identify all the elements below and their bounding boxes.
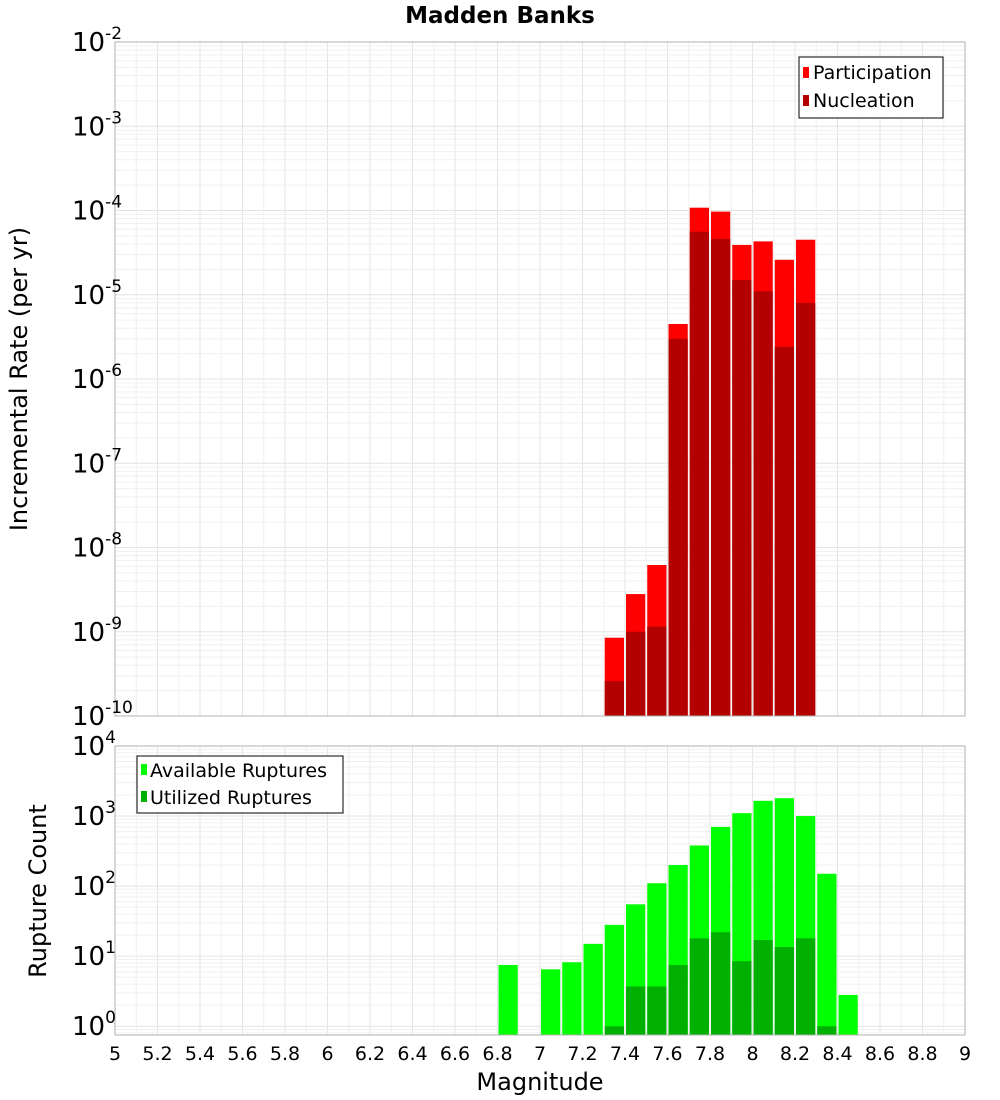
x-tick-label: 7.4 [610,1043,640,1065]
legend-label-available: Available Ruptures [150,760,327,782]
bar-available-ruptures [838,994,858,1035]
bar-nucleation [647,626,667,716]
chart-title: Madden Banks [405,3,595,29]
x-tick-label: 8.2 [780,1043,810,1065]
bar-utilized-ruptures [774,947,794,1035]
x-tick-label: 7 [534,1043,546,1065]
bar-utilized-ruptures [668,964,688,1035]
legend-label-nucleation: Nucleation [813,90,915,112]
y-tick-label: 104 [72,728,116,762]
top-plot-frame [114,41,966,717]
x-tick-label: 5.8 [270,1043,300,1065]
top-legend-box [798,56,944,119]
top-panel: 10-10 10-9 10-8 10-7 10-6 10-5 10-4 10-3 10-2 In… [5,24,966,732]
bar-utilized-ruptures [604,1026,624,1035]
bar-utilized-ruptures [796,938,816,1035]
bar-available-ruptures [562,962,582,1035]
top-bars [604,207,816,717]
bottom-y-axis-label: Rupture Count [24,804,52,978]
bar-nucleation [604,681,624,716]
y-tick-label: 10-7 [72,445,122,479]
bar-nucleation [668,338,688,716]
bar-nucleation [796,302,816,716]
y-tick-label: 100 [72,1008,116,1042]
legend-swatch-available [141,764,147,775]
bar-nucleation [732,279,752,716]
x-ticks: 5 5.2 5.4 5.6 5.8 6 6.2 6.4 6.6 6.8 7 7.2 7.4 7.6 7.8 8… [109,1043,971,1065]
bottom-legend-box [136,755,344,814]
y-tick-label: 10-3 [72,108,122,142]
bar-available-ruptures [498,964,518,1035]
bar-available-ruptures [583,943,603,1035]
bottom-panel: 100 101 102 103 104 Rupture Count Available … [24,728,966,1042]
x-tick-label: 6.6 [440,1043,470,1065]
x-tick-label: 8 [746,1043,758,1065]
legend-swatch-utilized [141,791,147,802]
x-tick-label: 6.2 [355,1043,385,1065]
x-tick-label: 8.4 [822,1043,852,1065]
y-tick-label: 102 [72,868,116,902]
y-tick-label: 10-4 [72,193,122,227]
x-tick-label: 6.4 [397,1043,427,1065]
x-tick-label: 6 [321,1043,333,1065]
bar-nucleation [774,346,794,716]
x-tick-label: 5.6 [227,1043,257,1065]
y-tick-label: 10-2 [72,24,122,58]
x-tick-label: 5.4 [185,1043,215,1065]
y-tick-label: 10-6 [72,361,122,395]
bar-utilized-ruptures [732,961,752,1035]
x-tick-label: 8.6 [865,1043,895,1065]
x-tick-label: 7.6 [652,1043,682,1065]
legend-label-utilized: Utilized Ruptures [150,787,312,809]
x-tick-label: 5 [109,1043,121,1065]
bar-nucleation [689,231,709,717]
y-tick-label: 103 [72,798,116,832]
y-tick-label: 10-9 [72,614,122,648]
top-grid [114,42,966,717]
bottom-legend: Available Ruptures Utilized Ruptures [136,755,344,814]
y-tick-label: 10-8 [72,530,122,564]
x-tick-label: 6.8 [482,1043,512,1065]
bar-nucleation [626,631,646,716]
y-tick-label: 10-10 [72,698,133,732]
bar-utilized-ruptures [626,986,646,1035]
y-tick-label: 101 [72,938,116,972]
x-axis-label: Magnitude [476,1068,603,1096]
top-y-axis-label: Incremental Rate (per yr) [5,227,33,531]
x-tick-label: 5.2 [142,1043,172,1065]
bar-nucleation [711,238,731,716]
bottom-plot-frame [114,745,966,1036]
bar-utilized-ruptures [817,1026,837,1035]
bar-utilized-ruptures [711,932,731,1035]
bar-available-ruptures [604,924,624,1035]
y-tick-label: 10-5 [72,277,122,311]
bottom-bars [498,798,858,1035]
top-y-ticks: 10-10 10-9 10-8 10-7 10-6 10-5 10-4 10-3 10-2 [72,24,133,732]
x-tick-label: 9 [959,1043,971,1065]
bar-utilized-ruptures [753,940,773,1035]
x-tick-label: 7.8 [695,1043,725,1065]
bar-available-ruptures [541,969,561,1035]
top-legend: Participation Nucleation [798,56,944,119]
bar-utilized-ruptures [647,986,667,1035]
bar-utilized-ruptures [689,938,709,1035]
bar-nucleation [753,291,773,716]
legend-label-participation: Participation [813,62,932,84]
legend-swatch-nucleation [803,95,809,106]
x-tick-label: 7.2 [567,1043,597,1065]
bar-available-ruptures [817,873,837,1035]
legend-swatch-participation [803,67,809,78]
x-tick-label: 8.8 [907,1043,937,1065]
bottom-y-ticks: 100 101 102 103 104 [72,728,116,1042]
